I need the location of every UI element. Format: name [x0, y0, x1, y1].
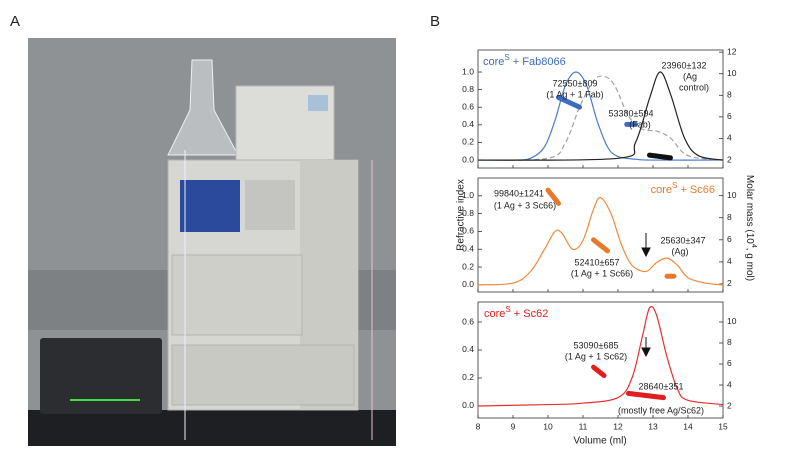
y-tick-label: 0.8: [462, 208, 474, 218]
y-axis-label: Refractive index: [456, 179, 467, 251]
y2-tick-label: 2: [727, 400, 732, 410]
annotation: (1 Ag + 1 Fab): [546, 89, 603, 99]
trace-line: [477, 71, 724, 161]
title-part: + Sc66: [677, 184, 715, 196]
panel-title: coreS + Sc66: [651, 181, 715, 196]
x-tick-label: 15: [718, 421, 728, 431]
molar-mass-segment: [591, 237, 610, 254]
y-tick-label: 0.0: [462, 154, 474, 164]
plot-frame: [477, 177, 724, 293]
y2-tick-label: 6: [727, 111, 732, 121]
y2-tick-label: 4: [727, 256, 732, 266]
y-tick-label: 0.2: [462, 137, 474, 147]
y2-label-sup: 4: [750, 244, 757, 248]
y-tick-label: 0.6: [462, 316, 474, 326]
panel-title: coreS + Fab8066: [483, 53, 566, 68]
y-tick-label: 0.8: [462, 84, 474, 94]
x-axis-label: Volume (ml): [573, 436, 626, 447]
y-tick-label: 0.4: [462, 244, 474, 254]
panel-label: A: [10, 13, 20, 30]
annotation: 25630±347: [661, 235, 706, 245]
y-tick-label: 0.2: [462, 372, 474, 382]
plot-frame: [477, 49, 724, 169]
y-tick-label: 0.6: [462, 101, 474, 111]
trace-line: [477, 305, 724, 407]
annotation: 28640±351: [639, 381, 684, 391]
x-tick-label: 9: [511, 421, 516, 431]
y2-tick-label: 6: [727, 234, 732, 244]
y-tick-label: 1.0: [462, 66, 474, 76]
x-tick-label: 14: [683, 421, 693, 431]
photo: [28, 38, 396, 446]
trace-line: [477, 75, 724, 161]
molar-mass-segment: [545, 187, 561, 206]
y2-tick-label: 4: [727, 133, 732, 143]
annotation: control): [679, 82, 709, 92]
x-tick-label: 8: [476, 421, 481, 431]
annotation: (1 Ag + 1 Sc66): [571, 268, 633, 278]
title-part: core: [483, 56, 504, 68]
y2-tick-label: 10: [727, 68, 737, 78]
y2-tick-label: 10: [727, 190, 737, 200]
y2-axis-label: Molar mass (104, g mol): [744, 175, 757, 281]
y-tick-label: 0.0: [462, 400, 474, 410]
annotation: 53380±594: [609, 108, 654, 118]
trace-line: [477, 71, 724, 161]
title-sup: S: [672, 181, 677, 190]
annotation: (Ag): [671, 246, 688, 256]
title-part: core: [484, 308, 505, 320]
annotation: 52410±657: [575, 257, 620, 267]
title-part: + Sc62: [511, 308, 549, 320]
x-tick-label: 11: [579, 421, 588, 431]
annotation: 99840±1241: [494, 188, 544, 198]
panel-label: B: [430, 13, 440, 30]
y2-tick-label: 6: [727, 358, 732, 368]
annotation: (mostly free Ag/Sc62): [618, 405, 704, 415]
x-tick-label: 13: [648, 421, 658, 431]
title-sup: S: [505, 305, 510, 314]
x-tick-label: 12: [613, 421, 623, 431]
panel-title: coreS + Sc62: [484, 305, 548, 320]
molar-mass-segment: [556, 94, 582, 110]
annotation: (Fab): [629, 119, 651, 129]
molar-mass-segment: [591, 364, 607, 379]
y-tick-label: 1.0: [462, 190, 474, 200]
y2-tick-label: 2: [727, 278, 732, 288]
plot-frame: [477, 301, 724, 419]
y2-label-part: Molar mass (10: [744, 175, 755, 244]
molar-mass-segment: [626, 390, 666, 401]
y2-tick-label: 10: [727, 316, 737, 326]
title-sup: S: [504, 53, 509, 62]
title-part: + Fab8066: [510, 56, 566, 68]
y2-tick-label: 4: [727, 379, 732, 389]
y2-tick-label: 8: [727, 90, 732, 100]
x-tick-label: 10: [543, 421, 553, 431]
annotation: 23960±132: [662, 60, 707, 70]
y-tick-label: 0.2: [462, 261, 474, 271]
y2-tick-label: 12: [727, 46, 737, 56]
annotation: 53090±685: [574, 340, 619, 350]
y-tick-label: 0.0: [462, 279, 474, 289]
y2-tick-label: 8: [727, 212, 732, 222]
y2-label-part: , g mol): [744, 248, 755, 281]
molar-mass-segment: [647, 152, 673, 161]
annotation: (1 Ag + 1 Sc62): [565, 351, 627, 361]
y-tick-label: 0.4: [462, 344, 474, 354]
trace-line: [477, 196, 724, 286]
y2-tick-label: 8: [727, 337, 732, 347]
title-part: core: [651, 184, 672, 196]
annotation: (Ag: [683, 71, 697, 81]
annotation: 72550±809: [553, 78, 598, 88]
arrow: [641, 233, 651, 358]
y-tick-label: 0.6: [462, 226, 474, 236]
y2-tick-label: 2: [727, 154, 732, 164]
annotation: (1 Ag + 3 Sc66): [494, 200, 556, 210]
y-tick-label: 0.4: [462, 119, 474, 129]
